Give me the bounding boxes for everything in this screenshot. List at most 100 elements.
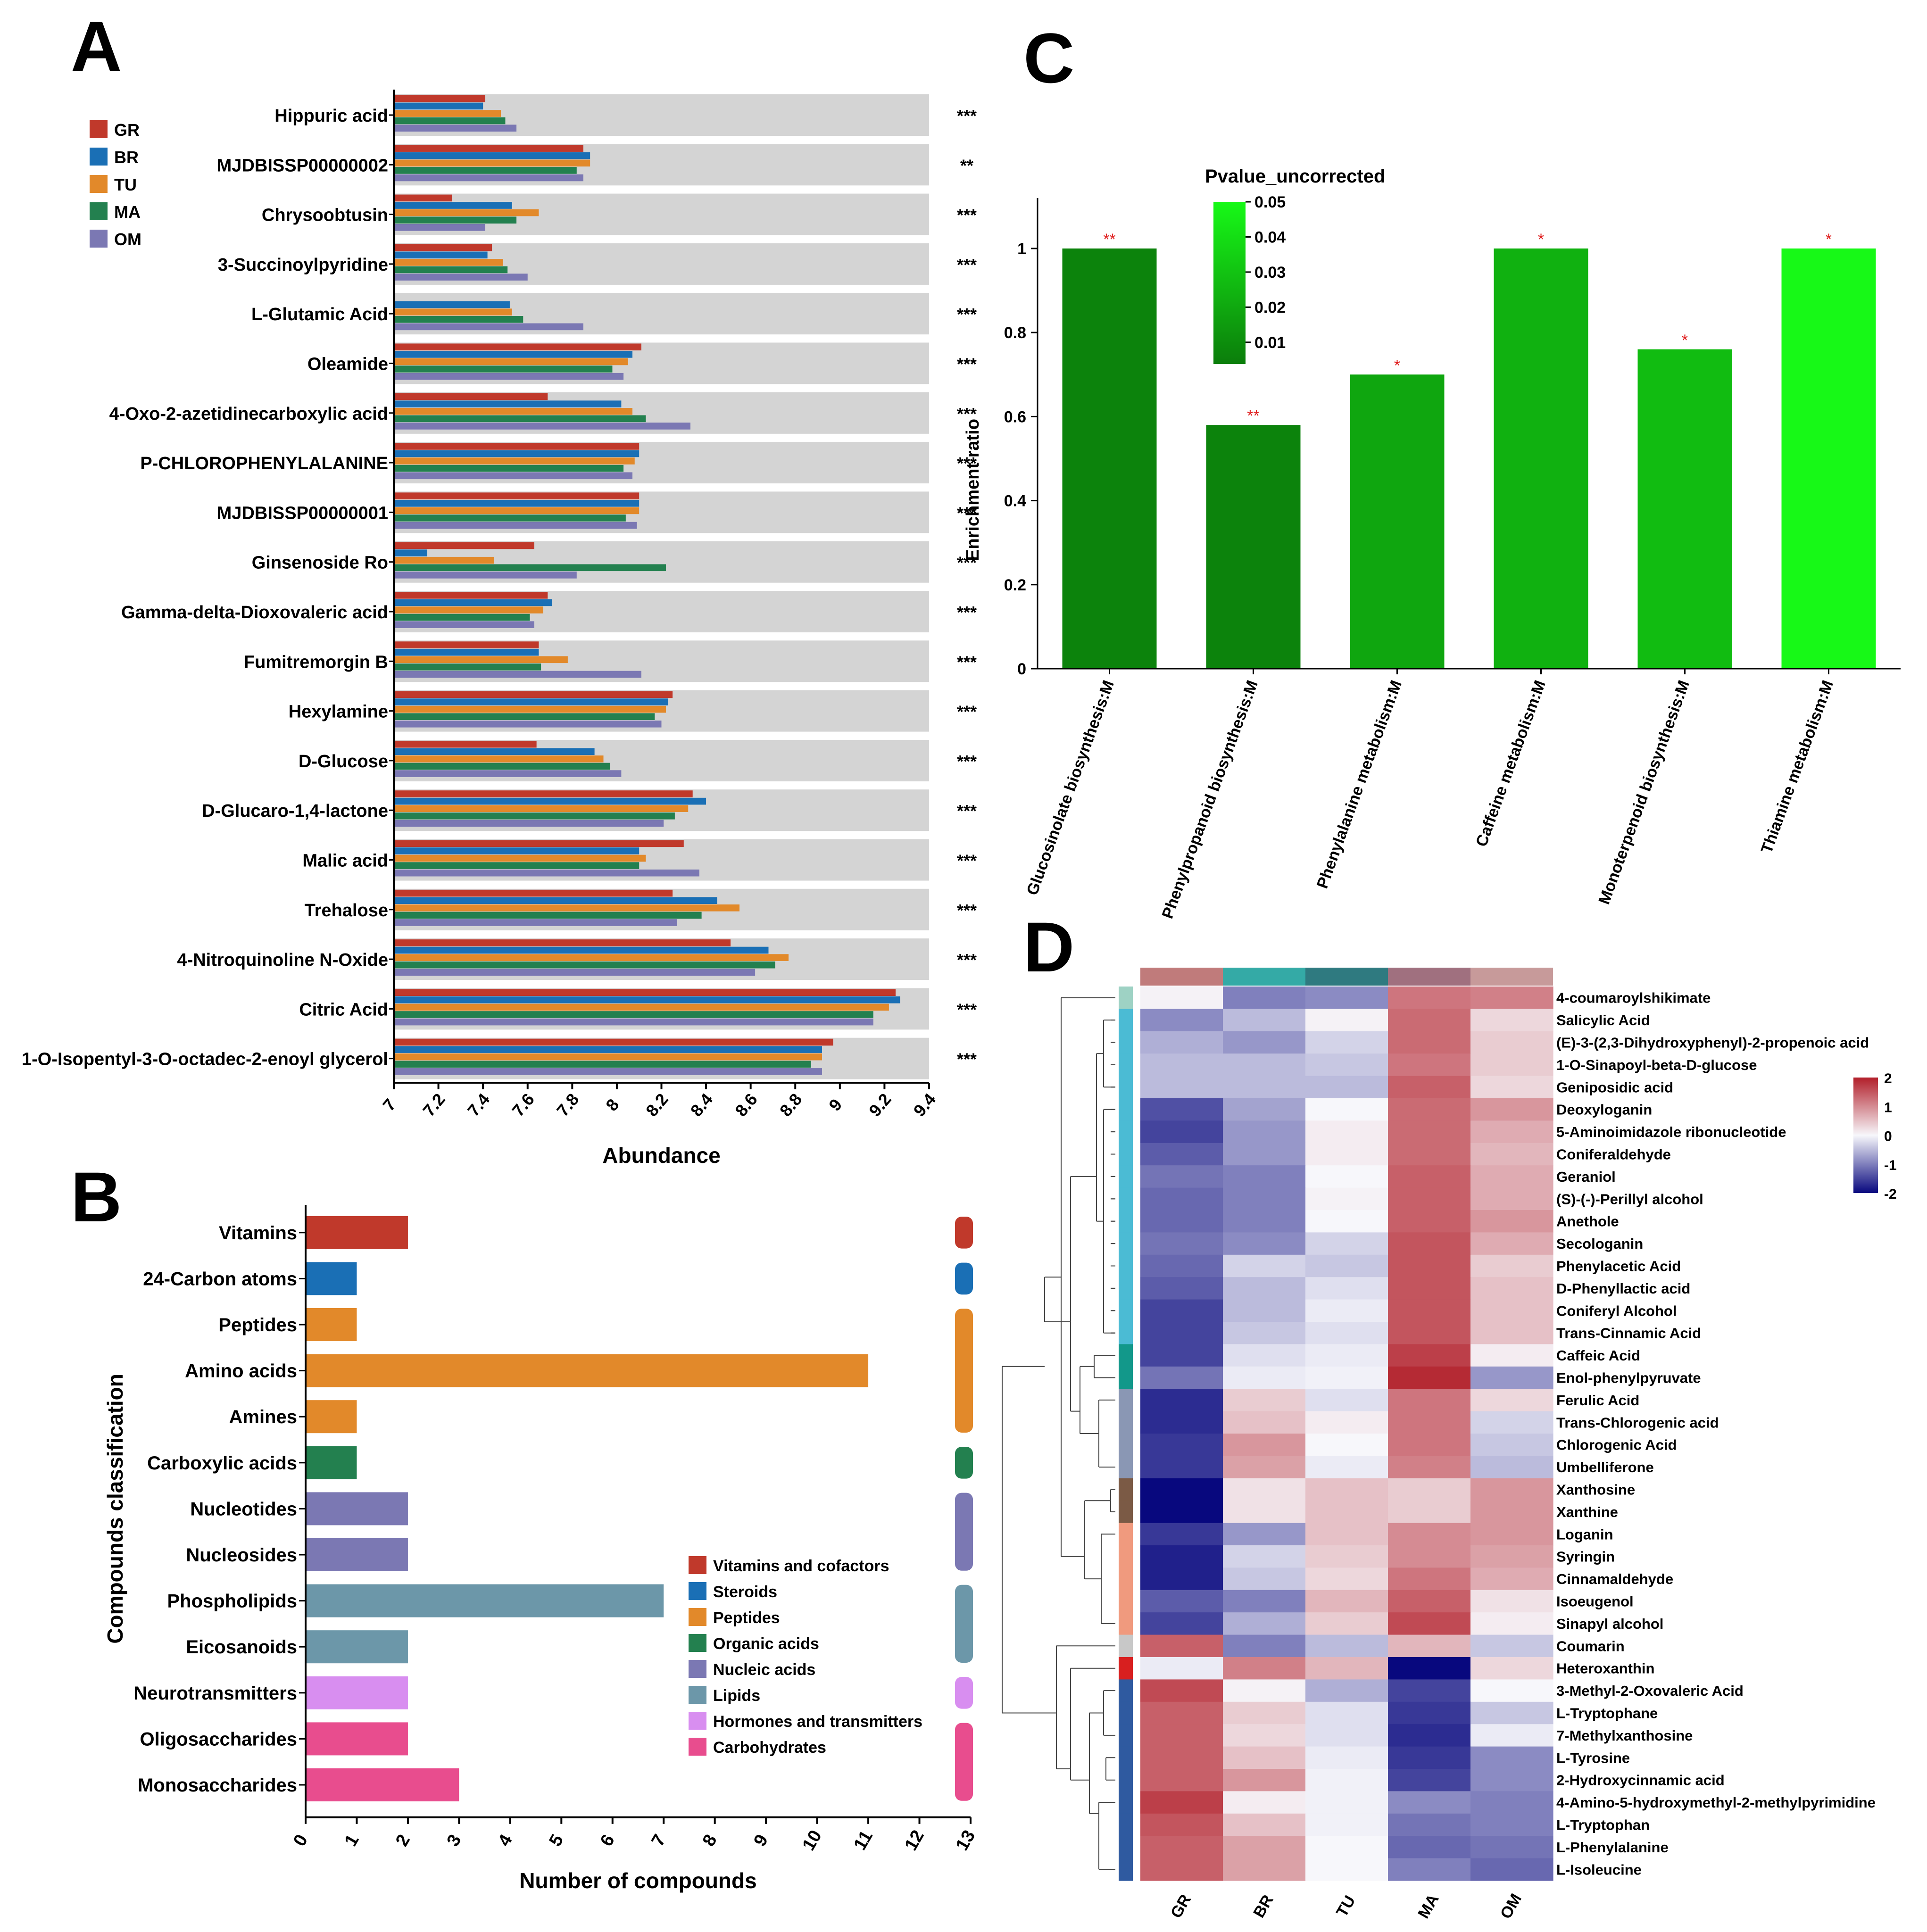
heatmap-cell (1305, 1545, 1388, 1568)
row-cluster-annotation (1119, 1009, 1133, 1032)
colorbar-tick-label: 0.01 (1254, 334, 1286, 352)
heatmap-cell (1223, 1143, 1306, 1166)
heatmap-cell (1305, 1456, 1388, 1479)
legend-swatch (90, 202, 108, 220)
bar-tu (394, 457, 635, 464)
heatmap-cell (1223, 1389, 1306, 1412)
bar (306, 1262, 357, 1295)
heatmap-cell (1140, 1769, 1223, 1791)
row-cluster-annotation (1119, 1143, 1133, 1166)
colorbar-tick-label: -2 (1884, 1186, 1897, 1202)
bar-om (394, 1018, 873, 1026)
heatmap-cell (1305, 1434, 1388, 1456)
row-cluster-annotation (1119, 1724, 1133, 1747)
category-label: Citric Acid (299, 1000, 388, 1020)
legend-label: BR (114, 148, 139, 167)
bar-ma (394, 912, 702, 919)
heatmap-cell (1470, 1791, 1553, 1814)
legend-label: Vitamins and cofactors (713, 1557, 889, 1575)
bar-ma (394, 1011, 873, 1018)
row-cluster-annotation (1119, 1322, 1133, 1344)
heatmap-cell (1223, 1187, 1306, 1211)
bar-tu (394, 1053, 822, 1061)
heatmap-cell (1470, 1076, 1553, 1099)
legend-swatch (689, 1634, 706, 1652)
heatmap-cell (1305, 1701, 1388, 1725)
row-cluster-annotation (1119, 1031, 1133, 1054)
bar-om (394, 969, 756, 976)
panel-b-bar-chart: Vitamins 24-Carbon atoms Peptides Amino aci… (103, 1205, 979, 1893)
row-label: Sinapyl alcohol (1556, 1616, 1663, 1632)
bar-ma (394, 266, 508, 274)
x-tick-label: 9 (750, 1831, 772, 1849)
bar-br (394, 301, 510, 308)
heatmap-cell (1470, 1143, 1553, 1166)
category-label: Phospholipids (167, 1591, 297, 1612)
heatmap-cell (1388, 1053, 1471, 1077)
significance-label: ** (960, 156, 973, 175)
heatmap-cell (1223, 1858, 1306, 1881)
panel-label-b: B (71, 1157, 122, 1236)
heatmap-cell (1223, 1724, 1306, 1747)
x-axis-title: Abundance (602, 1143, 720, 1168)
heatmap-cell (1388, 1143, 1471, 1166)
heatmap-cell (1388, 1031, 1471, 1054)
category-label: Amines (229, 1407, 298, 1427)
heatmap-cell (1223, 1053, 1306, 1077)
colorbar-tick-label: 0.03 (1254, 264, 1286, 282)
heatmap-cell (1140, 987, 1223, 1009)
row-label: Syringin (1556, 1549, 1615, 1565)
legend-swatch (689, 1660, 706, 1678)
bar-om (394, 124, 517, 132)
bar (306, 1216, 408, 1249)
bar-tu (394, 308, 512, 315)
x-tick-label: 4 (494, 1831, 516, 1849)
x-tick-label: 8.4 (687, 1090, 717, 1120)
bar-ma (394, 813, 675, 820)
row-cluster-annotation (1119, 1701, 1133, 1725)
row-label: Loganin (1556, 1526, 1613, 1542)
heatmap-cell (1470, 1187, 1553, 1211)
bar-tu (394, 805, 689, 812)
row-cluster-annotation (1119, 1120, 1133, 1144)
heatmap-cell (1470, 1322, 1553, 1344)
x-tick-label: 7.4 (464, 1090, 494, 1120)
heatmap-cell (1470, 1590, 1553, 1613)
bar (306, 1400, 357, 1434)
row-label: Enol-phenylpyruvate (1556, 1370, 1701, 1386)
heatmap-cell (1470, 1277, 1553, 1300)
category-label: 1-O-Isopentyl-3-O-octadec-2-enoyl glycer… (22, 1050, 388, 1070)
heatmap-cell (1140, 1009, 1223, 1032)
heatmap-cell (1223, 1277, 1306, 1300)
heatmap-cell (1140, 1098, 1223, 1121)
heatmap-cell (1223, 1434, 1306, 1456)
heatmap-cell (1470, 1634, 1553, 1658)
row-cluster-annotation (1119, 1456, 1133, 1479)
heatmap-cell (1140, 1254, 1223, 1277)
heatmap-cell (1470, 1501, 1553, 1524)
row-cluster-annotation (1119, 1210, 1133, 1233)
heatmap-cell (1140, 1277, 1223, 1300)
x-tick-label: 8.2 (642, 1090, 672, 1120)
heatmap-cell (1140, 1143, 1223, 1166)
heatmap-cell (1140, 1299, 1223, 1322)
heatmap-cell (1140, 1501, 1223, 1524)
x-tick-label: 10 (798, 1827, 826, 1854)
bar-gr (394, 840, 684, 847)
heatmap-cell (1470, 1098, 1553, 1121)
heatmap-cell (1223, 987, 1306, 1009)
bar-gr (394, 492, 640, 499)
bar-om (394, 1068, 822, 1075)
row-label: 4-coumaroylshikimate (1556, 990, 1711, 1006)
bar-ma (394, 514, 626, 522)
category-label: 24-Carbon atoms (143, 1269, 297, 1289)
bar-br (394, 1046, 822, 1053)
bar-ma (394, 316, 523, 323)
bar-tu (394, 954, 789, 961)
heatmap-cell (1305, 987, 1388, 1009)
row-cluster-annotation (1119, 1232, 1133, 1255)
heatmap-cell (1470, 1366, 1553, 1389)
bar-br (394, 599, 552, 606)
category-label: Nucleotides (190, 1499, 297, 1519)
bar-tu (394, 507, 640, 514)
